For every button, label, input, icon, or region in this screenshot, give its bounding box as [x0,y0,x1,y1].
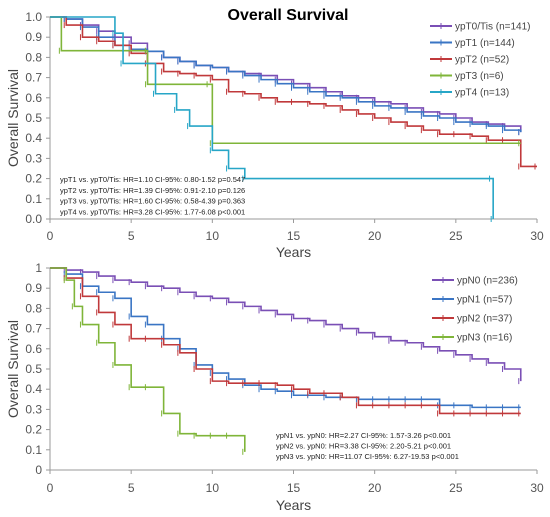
chart1-y-tick-label: 0.8 [25,50,42,64]
chart1-series-ypt2-line [50,16,537,168]
chart1-hazard-ratio-note: ypT2 vs. ypT0/Tis: HR=1.39 CI-95%: 0.91-… [60,186,245,195]
chart1-legend-label: ypT0/Tis (n=141) [455,22,531,33]
chart1-hazard-ratio-note: ypT3 vs. ypT0/Tis: HR=1.60 CI-95%: 0.58-… [60,197,245,206]
chart1-y-tick-label: 0.1 [25,192,42,206]
chart1-x-tick-label: 10 [206,229,220,243]
chart2-legend-label: ypN3 (n=16) [457,333,512,344]
chart2-series-ypn3-line [50,267,246,452]
chart2-legend-item: ypN2 (n=37) [432,314,512,325]
chart1-legend-item: ypT3 (n=6) [430,71,504,82]
chart1-y-tick-label: 0.2 [25,172,42,186]
chart2-y-tick-label: 0.1 [25,443,42,457]
chart1-legend-label: ypT2 (n=52) [455,55,509,66]
chart1-hazard-ratio-note: ypT4 vs. ypT0/Tis: HR=3.28 CI-95%: 1.77-… [60,207,245,216]
chart1-x-axis-title: Years [276,244,311,260]
survival-chart-by-ypt: Overall Survival 0 5 10 15 20 25 30 0.0 0.1 0.2 0.3… [5,7,544,260]
chart2-y-tick-label: 1 [35,261,42,275]
chart1-y-axis-title: Overall Survival [5,69,21,167]
chart2-series-ypn0-line [50,267,522,382]
chart2-y-tick-label: 0 [35,463,42,477]
chart1-legend-label: ypT3 (n=6) [455,71,504,82]
chart1-y-tick-label: 0.5 [25,111,42,125]
chart2-hazard-ratio-note: ypN1 vs. ypN0: HR=2.27 CI-95%: 1.57-3.26… [276,431,451,440]
chart2-legend-label: ypN1 (n=57) [457,295,512,306]
chart1-y-tick-label: 0.4 [25,131,42,145]
chart2-legend-item: ypN1 (n=57) [432,295,512,306]
chart2-x-tick-label: 20 [368,481,382,495]
chart1-x-tick-label: 5 [128,229,135,243]
survival-chart-by-ypn: 0 5 10 15 20 25 30 0 0.1 0.2 0.3 0.4 0.5 0.6 0.7 0.8 0.9… [5,261,544,513]
chart1-legend-label: ypT1 (n=144) [455,38,515,49]
chart2-y-tick-label: 0.3 [25,402,42,416]
chart2-y-tick-label: 0.9 [25,281,42,295]
chart2-y-axis-title: Overall Survival [5,320,21,418]
chart2-y-tick-label: 0.2 [25,423,42,437]
chart1-x-tick-label: 0 [47,229,54,243]
chart2-legend-label: ypN0 (n=236) [457,276,518,287]
chart2-x-tick-label: 10 [206,481,220,495]
chart1-legend-item: ypT2 (n=52) [430,55,509,66]
chart1-series-ypt0-tis-line [50,16,522,133]
chart2-legend-item: ypN3 (n=16) [432,333,512,344]
chart1-legend-label: ypT4 (n=13) [455,88,509,99]
chart1-legend-item: ypT0/Tis (n=141) [430,22,531,33]
chart1-y-tick-label: 0.6 [25,91,42,105]
chart1-x-tick-label: 20 [368,229,382,243]
chart2-x-tick-label: 30 [530,481,544,495]
chart2-series-ypn2-line [50,267,521,415]
chart2-x-tick-label: 5 [128,481,135,495]
chart2-y-tick-label: 0.4 [25,382,42,396]
chart1-y-tick-label: 1.0 [25,10,42,24]
chart1-hazard-ratio-note: ypT1 vs. ypT0/Tis: HR=1.10 CI-95%: 0.80-… [60,175,245,184]
chart2-hazard-ratio-note: ypN3 vs. ypN0: HR=11.07 CI-95%: 6.27-19.… [276,452,459,461]
chart2-y-tick-label: 0.6 [25,342,42,356]
chart1-y-tick-label: 0.3 [25,151,42,165]
chart1-series-ypt4-line [50,16,494,219]
chart2-hazard-ratio-note: ypN2 vs. ypN0: HR=3.38 CI-95%: 2.20-5.21… [276,442,451,451]
chart2-x-tick-label: 25 [449,481,463,495]
chart2-y-tick-label: 0.5 [25,362,42,376]
chart1-legend-item: ypT1 (n=144) [430,38,515,49]
chart1-series-ypt3-line [50,16,521,145]
chart2-x-axis-title: Years [276,497,311,513]
chart1-x-tick-label: 15 [287,229,301,243]
chart2-x-tick-label: 0 [47,481,54,495]
chart2-series-ypn1-line [50,267,521,409]
chart1-y-tick-label: 0.9 [25,30,42,44]
chart2-x-tick-label: 15 [287,481,301,495]
chart1-title: Overall Survival [228,7,349,24]
chart1-y-tick-label: 0.7 [25,71,42,85]
chart1-x-tick-label: 25 [449,229,463,243]
chart2-y-tick-label: 0.7 [25,322,42,336]
chart1-x-tick-label: 30 [530,229,544,243]
chart1-y-tick-label: 0.0 [25,212,42,226]
chart2-legend-label: ypN2 (n=37) [457,314,512,325]
chart1-legend-item: ypT4 (n=13) [430,88,509,99]
chart2-y-tick-label: 0.8 [25,301,42,315]
chart2-legend-item: ypN0 (n=236) [432,276,518,287]
